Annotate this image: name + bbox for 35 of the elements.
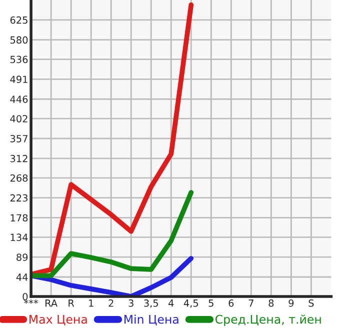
- x-tick-label: 8: [268, 299, 274, 307]
- x-tick-label: 3,5: [144, 299, 158, 308]
- x-tick-label: 7: [248, 300, 254, 307]
- y-tick-label: 446: [10, 96, 28, 103]
- x-tick-label: 6: [228, 299, 234, 307]
- y-tick-label: 44: [16, 274, 28, 281]
- x-tick-label: 4: [168, 300, 174, 307]
- x-tick-label: ***: [24, 299, 38, 304]
- x-tick-label: S: [308, 299, 314, 307]
- x-tick-label: R: [68, 300, 74, 307]
- y-tick-label: 491: [10, 76, 28, 84]
- y-tick-label: 223: [10, 194, 28, 202]
- y-tick-label: 134: [10, 234, 28, 242]
- y-tick-label: 178: [10, 214, 28, 222]
- y-tick-label: 536: [10, 56, 28, 64]
- y-tick-label: 625: [10, 16, 28, 24]
- y-tick-label: 268: [10, 174, 28, 182]
- legend-label: Max Цена: [30, 314, 87, 326]
- y-tick-label: 312: [10, 154, 28, 162]
- x-tick-label: 1: [89, 300, 94, 307]
- x-tick-label: RA: [46, 300, 58, 307]
- x-tick-label: 3: [128, 299, 134, 307]
- y-tick-label: 402: [10, 115, 28, 122]
- y-tick-label: 357: [10, 134, 28, 142]
- x-tick-label: 5: [208, 300, 214, 307]
- y-tick-label: 580: [10, 36, 28, 44]
- line-series: [31, 190, 194, 278]
- legend-label: Min Цена: [124, 314, 178, 326]
- x-tick-label: 2: [108, 299, 114, 307]
- line-series: [31, 256, 194, 296]
- x-tick-label: 9: [288, 299, 294, 307]
- legend-label: Сред.Цена, т.йен: [215, 314, 321, 326]
- y-tick-label: 0: [22, 292, 28, 300]
- y-tick-label: 89: [16, 254, 28, 261]
- x-tick-label: 4,5: [184, 300, 198, 308]
